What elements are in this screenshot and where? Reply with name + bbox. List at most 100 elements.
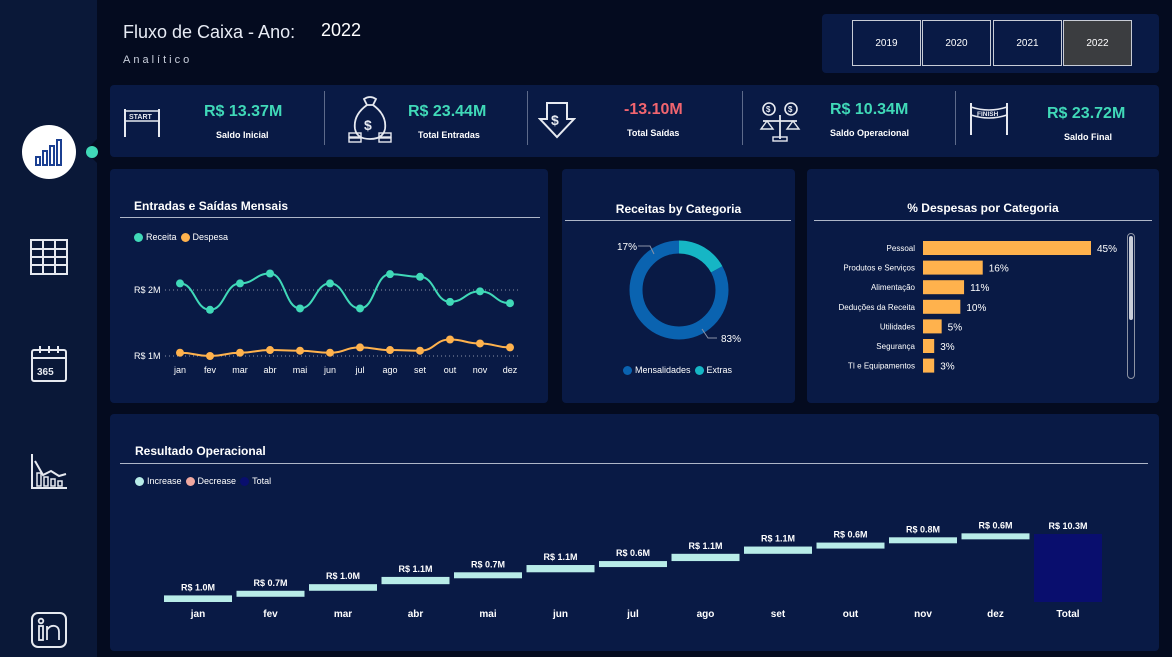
x-tick-label: fev bbox=[263, 609, 278, 620]
donut-chart: 17% 83% bbox=[617, 240, 741, 345]
legend-label: Total bbox=[252, 476, 272, 486]
kpi-total-saidas: $ -13.10M Total Saídas bbox=[528, 85, 742, 157]
legend-item-increase[interactable]: Increase bbox=[135, 476, 182, 486]
increase-bar bbox=[961, 533, 1030, 540]
x-tick-label: nov bbox=[473, 365, 488, 375]
legend-label: Receita bbox=[146, 232, 177, 242]
legend-item-total[interactable]: Total bbox=[240, 476, 271, 486]
bar bbox=[923, 299, 961, 314]
data-point bbox=[416, 272, 424, 281]
bar-value-label: 5% bbox=[948, 322, 963, 333]
year-button-2020[interactable]: 2020 bbox=[922, 20, 991, 66]
data-point bbox=[236, 279, 244, 288]
legend-item-receita[interactable]: Receita bbox=[134, 232, 177, 242]
data-point bbox=[296, 304, 304, 313]
x-tick-label: jul bbox=[354, 365, 364, 375]
bar-value-label: 45% bbox=[1097, 244, 1117, 255]
panel-title: Receitas by Categoria bbox=[615, 202, 742, 216]
x-tick-label: Total bbox=[1056, 609, 1079, 620]
data-point bbox=[266, 346, 274, 355]
x-tick-label: out bbox=[444, 365, 457, 375]
nav-linkedin[interactable] bbox=[22, 603, 76, 657]
line-chart-panel: Entradas e Saídas Mensais Receita Despes… bbox=[110, 169, 548, 403]
year-button-2021[interactable]: 2021 bbox=[993, 20, 1062, 66]
slice-label: 17% bbox=[617, 242, 637, 253]
data-point bbox=[446, 335, 454, 344]
data-point bbox=[476, 287, 484, 296]
panel-divider bbox=[814, 220, 1152, 221]
bar-value-label: R$ 0.6M bbox=[978, 520, 1012, 530]
chart-legend: Increase Decrease Total bbox=[135, 476, 275, 486]
year-button-2022[interactable]: 2022 bbox=[1063, 20, 1132, 66]
year-button-2019[interactable]: 2019 bbox=[852, 20, 921, 66]
nav-dashboard[interactable] bbox=[22, 125, 76, 179]
x-tick-label: fev bbox=[204, 365, 217, 375]
data-point bbox=[506, 343, 514, 352]
increase-bar bbox=[236, 590, 305, 597]
kpi-value: -13.10M bbox=[624, 101, 683, 118]
x-tick-label: mai bbox=[479, 609, 496, 620]
data-point bbox=[476, 339, 484, 348]
panel-title: % Despesas por Categoria bbox=[907, 201, 1059, 215]
svg-text:$: $ bbox=[766, 105, 771, 114]
bar-value-label: R$ 1.1M bbox=[398, 564, 432, 574]
kpi-total-entradas: $ R$ 23.44M Total Entradas bbox=[325, 85, 527, 157]
x-tick-label: jan bbox=[190, 609, 205, 620]
increase-bar bbox=[526, 565, 595, 573]
bar-value-label: R$ 10.3M bbox=[1048, 521, 1087, 531]
bar bbox=[923, 280, 965, 295]
bar bbox=[923, 260, 983, 275]
legend-item-mensalidades[interactable]: Mensalidades bbox=[623, 365, 691, 375]
hbar-panel: % Despesas por Categoria Pessoal 45% Produ… bbox=[807, 169, 1159, 403]
slice-mensalidades bbox=[629, 240, 729, 340]
kpi-value: R$ 13.37M bbox=[204, 103, 283, 120]
legend-label: Despesa bbox=[192, 232, 229, 242]
panel-title: Resultado Operacional bbox=[135, 444, 266, 458]
x-tick-label: ago bbox=[382, 365, 397, 375]
nav-calendar[interactable]: 365 bbox=[22, 337, 76, 391]
bar-value-label: R$ 0.7M bbox=[471, 559, 505, 569]
kpi-divider bbox=[324, 91, 325, 145]
line-chart-icon bbox=[31, 454, 67, 489]
hbar-scrollbar[interactable] bbox=[1127, 233, 1135, 379]
kpi-divider bbox=[742, 91, 743, 145]
kpi-value: R$ 23.44M bbox=[408, 103, 487, 120]
kpi-value: R$ 23.72M bbox=[1047, 105, 1126, 122]
x-tick-label: ago bbox=[697, 609, 715, 620]
x-tick-label: nov bbox=[914, 609, 932, 620]
leader-line bbox=[701, 328, 717, 339]
scrollbar-thumb[interactable] bbox=[1129, 236, 1133, 320]
legend-item-decrease[interactable]: Decrease bbox=[185, 476, 236, 486]
category-label: Alimentação bbox=[871, 283, 916, 292]
x-tick-label: mar bbox=[232, 365, 248, 375]
data-point bbox=[206, 352, 214, 360]
legend-item-extras[interactable]: Extras bbox=[694, 365, 732, 375]
kpi-label: Saldo Operacional bbox=[830, 128, 910, 138]
kpi-value: R$ 10.34M bbox=[830, 101, 909, 118]
svg-text:$: $ bbox=[788, 105, 793, 114]
y-tick-label: R$ 2M bbox=[134, 285, 161, 295]
chart-legend: Mensalidades Extras bbox=[623, 365, 736, 375]
bar-value-label: R$ 1.0M bbox=[181, 582, 215, 592]
x-tick-label: jan bbox=[173, 365, 186, 375]
panel-title: Entradas e Saídas Mensais bbox=[134, 199, 289, 213]
kpi-saldo-inicial: START R$ 13.37M Saldo Inicial bbox=[110, 85, 324, 157]
legend-item-despesa[interactable]: Despesa bbox=[180, 232, 229, 242]
legend-label: Mensalidades bbox=[635, 365, 691, 375]
bar-value-label: R$ 0.6M bbox=[833, 530, 867, 540]
bar-value-label: R$ 1.1M bbox=[761, 534, 795, 544]
increase-bar bbox=[599, 561, 667, 568]
calendar-365-icon: 365 bbox=[31, 346, 67, 382]
bar-value-label: 10% bbox=[966, 303, 986, 314]
finish-banner-icon: FINISH bbox=[970, 103, 1008, 135]
panel-divider bbox=[120, 217, 540, 218]
x-tick-label: mai bbox=[293, 365, 308, 375]
increase-bar bbox=[744, 546, 812, 554]
nav-analytics[interactable] bbox=[22, 444, 76, 498]
bar-value-label: 3% bbox=[940, 362, 955, 373]
data-point bbox=[296, 346, 304, 355]
svg-text:365: 365 bbox=[37, 367, 54, 378]
kpi-divider bbox=[955, 91, 956, 145]
data-point bbox=[506, 299, 514, 308]
nav-table[interactable] bbox=[22, 230, 76, 284]
